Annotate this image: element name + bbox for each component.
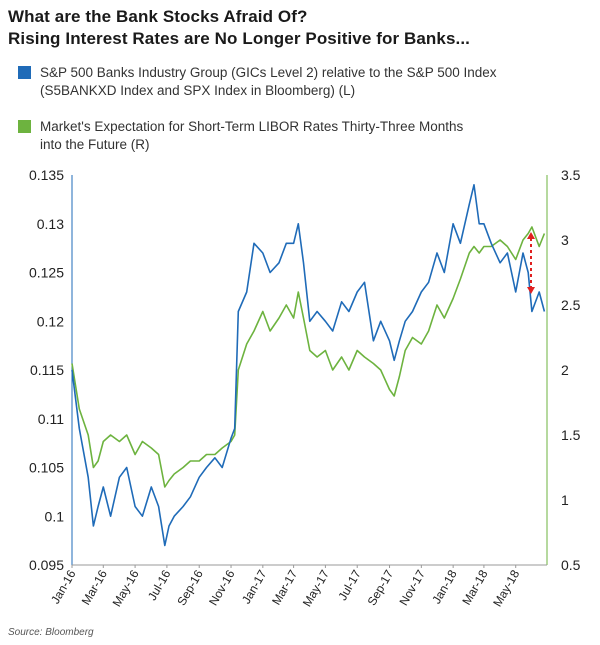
x-tick-label: May-18 [490, 567, 522, 609]
x-tick-label: Mar-18 [459, 567, 490, 607]
y-right-tick-label: 0.5 [561, 557, 581, 573]
legend-item-libor: Market's Expectation for Short-Term LIBO… [18, 118, 578, 154]
x-tick-label: Jan-17 [239, 567, 270, 606]
x-tick-label: Nov-17 [396, 567, 428, 608]
y-left-tick-label: 0.095 [29, 557, 64, 573]
legend-label-banks-2: (S5BANKXD Index and SPX Index in Bloombe… [40, 83, 356, 98]
y-left-tick-label: 0.11 [38, 411, 64, 427]
y-right-tick-label: 1 [561, 492, 569, 508]
x-tick-label: Jul-17 [335, 567, 364, 603]
x-tick-label: Mar-16 [79, 567, 110, 607]
y-right-tick-label: 2.5 [561, 297, 581, 313]
legend-label-libor-2: into the Future (R) [40, 137, 150, 152]
x-tick-label: Sep-17 [365, 567, 397, 608]
legend-swatch-libor [18, 120, 31, 133]
title-line-1: What are the Bank Stocks Afraid Of? [8, 7, 308, 26]
x-tick-label: Jan-18 [429, 567, 460, 606]
y-left-tick-label: 0.12 [37, 313, 64, 329]
y-left-tick-label: 0.105 [29, 460, 64, 476]
y-left-tick-label: 0.135 [29, 167, 64, 183]
legend-label-banks-1: S&P 500 Banks Industry Group (GICs Level… [40, 65, 497, 80]
series-banks-line [71, 184, 546, 547]
gap-arrow-head-down [527, 287, 535, 294]
y-left-tick-label: 0.1 [45, 508, 65, 524]
legend-label-libor-1: Market's Expectation for Short-Term LIBO… [40, 119, 464, 134]
legend-swatch-banks [18, 66, 31, 79]
x-tick-label: Mar-17 [269, 567, 300, 607]
gap-arrow-head-up [527, 232, 535, 239]
y-right-tick-label: 3.5 [561, 167, 581, 183]
x-tick-label: May-16 [110, 567, 142, 609]
legend-item-banks: S&P 500 Banks Industry Group (GICs Level… [18, 64, 578, 100]
series-libor-line [71, 226, 546, 488]
y-right-tick-label: 2 [561, 362, 569, 378]
chart-title: What are the Bank Stocks Afraid Of? Risi… [8, 6, 470, 50]
source-note: Source: Bloomberg [8, 627, 94, 638]
y-right-tick-label: 1.5 [561, 427, 581, 443]
y-left-tick-label: 0.115 [30, 362, 64, 378]
y-left-tick-label: 0.13 [37, 216, 64, 232]
x-tick-label: Jan-16 [48, 567, 79, 606]
x-tick-label: Jul-16 [145, 567, 174, 603]
x-tick-label: Nov-16 [206, 567, 238, 608]
x-tick-label: Sep-16 [174, 567, 206, 608]
y-left-tick-label: 0.125 [29, 265, 64, 281]
x-tick-label: May-17 [300, 567, 332, 609]
title-line-2: Rising Interest Rates are No Longer Posi… [8, 29, 470, 48]
line-chart: 0.135 0.13 0.125 0.12 0.115 0.11 0.105 0.1 0.095… [29, 167, 581, 609]
y-right-tick-label: 3 [561, 232, 569, 248]
